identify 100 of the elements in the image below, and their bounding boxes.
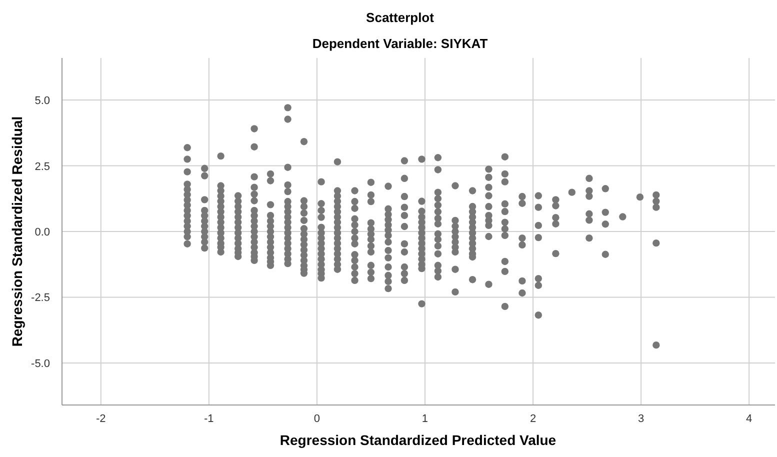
point (586, 192, 593, 200)
point (334, 158, 342, 166)
point (284, 116, 292, 123)
point (400, 276, 408, 284)
point (518, 277, 526, 285)
x-tick-label: 2 (530, 413, 536, 425)
point (400, 157, 408, 164)
point (652, 191, 660, 199)
point (652, 198, 660, 205)
point (434, 250, 442, 258)
point (250, 125, 258, 132)
point (284, 164, 292, 171)
point (468, 276, 476, 284)
point (351, 240, 358, 248)
point (602, 185, 609, 192)
point (434, 154, 442, 162)
point (552, 202, 560, 210)
point (434, 236, 442, 243)
point (534, 274, 542, 282)
point (652, 341, 660, 349)
point (318, 214, 325, 221)
point (351, 263, 358, 271)
point (201, 164, 208, 172)
point (552, 250, 560, 258)
point (418, 198, 426, 205)
point (250, 143, 258, 150)
point (367, 262, 375, 270)
point (418, 156, 426, 163)
point (518, 241, 526, 249)
x-tick-label: 1 (422, 413, 428, 425)
point (400, 192, 408, 200)
point (351, 215, 358, 222)
point (384, 254, 392, 262)
point (501, 268, 509, 276)
point (552, 196, 560, 204)
point (652, 204, 660, 211)
point (284, 181, 292, 189)
point (400, 263, 408, 271)
point (184, 240, 191, 248)
point (501, 170, 509, 178)
point (452, 182, 459, 190)
point (318, 206, 325, 214)
point (534, 204, 542, 211)
point (400, 174, 408, 182)
point (300, 216, 308, 224)
point (501, 218, 509, 226)
point (452, 216, 459, 224)
point (434, 208, 442, 216)
point (485, 222, 492, 230)
point (400, 248, 408, 256)
point (518, 192, 526, 200)
point (351, 221, 358, 229)
point (602, 208, 609, 216)
point (334, 266, 342, 273)
point (318, 178, 325, 186)
point (619, 213, 626, 220)
point (201, 196, 208, 204)
x-tick-label: 4 (746, 413, 752, 425)
point (300, 210, 308, 217)
point (201, 172, 208, 180)
point (586, 174, 593, 182)
chart-subtitle: Dependent Variable: SIYKAT (312, 36, 488, 51)
point (518, 289, 526, 297)
point (434, 267, 442, 275)
point (351, 276, 358, 284)
point (384, 278, 392, 286)
point (485, 184, 492, 191)
point (534, 311, 542, 319)
point (351, 187, 358, 194)
point (568, 188, 576, 196)
point (586, 210, 593, 218)
point (351, 204, 358, 212)
point (434, 273, 442, 281)
point (367, 198, 375, 206)
point (501, 153, 509, 160)
point (367, 248, 375, 256)
x-tick-label: 0 (314, 413, 320, 425)
y-tick-label: 2.5 (34, 160, 50, 173)
point (636, 193, 644, 201)
point (485, 232, 492, 240)
point (434, 188, 442, 196)
x-tick-label: -1 (204, 413, 214, 425)
point (485, 166, 492, 173)
point (434, 220, 442, 228)
point (501, 232, 509, 240)
point (367, 274, 375, 282)
x-tick-label: 3 (638, 413, 644, 425)
point (351, 228, 358, 236)
point (266, 170, 274, 178)
point (485, 174, 492, 181)
point (351, 234, 358, 242)
point (400, 212, 408, 220)
point (266, 177, 274, 184)
point (384, 238, 392, 246)
point (434, 166, 442, 174)
point (452, 288, 459, 296)
point (367, 242, 375, 250)
point (518, 234, 526, 242)
point (384, 272, 392, 279)
y-tick-label: 5.0 (34, 95, 50, 108)
